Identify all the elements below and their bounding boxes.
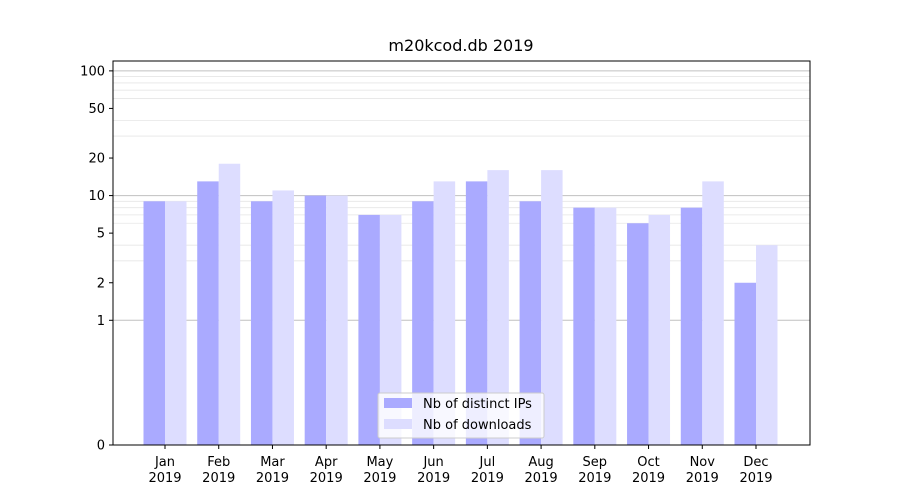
bar-downloads (433, 181, 456, 445)
bar-downloads (702, 181, 724, 445)
y-tick-label: 100 (80, 64, 105, 79)
x-tick-label-year: 2019 (417, 471, 450, 486)
bar-distinct-ips (465, 181, 488, 445)
legend-label-downloads: Nb of downloads (423, 418, 532, 433)
bar-downloads (756, 245, 778, 445)
x-tick-label-year: 2019 (363, 471, 396, 486)
x-tick-label-year: 2019 (202, 471, 235, 486)
plot-frame (112, 60, 811, 446)
y-tick-label: 50 (88, 102, 105, 117)
x-tick-label-year: 2019 (525, 471, 558, 486)
bar-distinct-ips (143, 201, 165, 445)
bar-downloads (541, 170, 563, 445)
bar-downloads (326, 195, 348, 445)
y-tick-label: 20 (88, 152, 105, 167)
bar-downloads (218, 163, 241, 445)
bar-distinct-ips (197, 181, 219, 445)
bars (143, 163, 778, 445)
bar-downloads (379, 214, 402, 445)
bar-downloads (648, 214, 671, 445)
x-tick-label-year: 2019 (310, 471, 343, 486)
axes: Jan2019Feb2019Mar2019Apr2019May2019Jun20… (80, 60, 811, 486)
legend: Nb of distinct IPs Nb of downloads (377, 392, 545, 439)
x-tick-label-year: 2019 (148, 471, 181, 486)
y-tick-label: 0 (97, 439, 105, 454)
bar-distinct-ips (573, 207, 595, 445)
x-tick-label-month: Nov (690, 455, 716, 470)
bar-distinct-ips (412, 201, 434, 445)
x-tick-label-month: Feb (207, 455, 230, 470)
x-tick-label-month: Jun (422, 455, 443, 470)
legend-frame (377, 392, 545, 439)
y-tick-label: 5 (97, 227, 105, 242)
bar-distinct-ips (627, 223, 649, 445)
x-tick-label-year: 2019 (471, 471, 504, 486)
x-tick-label-year: 2019 (686, 471, 719, 486)
bar-distinct-ips (519, 201, 542, 445)
bar-distinct-ips (358, 214, 380, 445)
x-tick-label-month: Aug (528, 455, 553, 470)
bar-downloads (487, 170, 509, 445)
x-tick-label-month: Mar (260, 455, 285, 470)
x-tick-label-month: Dec (743, 455, 768, 470)
x-tick-label-month: Oct (637, 455, 659, 470)
y-tick-label: 1 (97, 314, 105, 329)
legend-swatch-downloads (384, 419, 412, 429)
legend-swatch-distinct-ips (384, 398, 412, 408)
bar-downloads (165, 201, 187, 445)
x-tick-label-month: May (366, 455, 393, 470)
y-tick-label: 10 (88, 189, 105, 204)
bar-distinct-ips (304, 195, 327, 445)
x-tick-label-year: 2019 (739, 471, 772, 486)
bar-distinct-ips (734, 282, 756, 445)
x-tick-label-year: 2019 (632, 471, 665, 486)
x-tick-label-month: Jan (154, 455, 175, 470)
bar-downloads (272, 190, 294, 445)
legend-label-distinct-ips: Nb of distinct IPs (423, 397, 532, 412)
chart-title: m20kcod.db 2019 (388, 36, 533, 55)
bar-downloads (594, 207, 617, 445)
x-tick-label-year: 2019 (256, 471, 289, 486)
x-tick-label-month: Jul (479, 455, 496, 470)
bar-distinct-ips (250, 201, 273, 445)
bar-distinct-ips (680, 207, 703, 445)
x-tick-label-month: Sep (583, 455, 608, 470)
x-tick-label-year: 2019 (578, 471, 611, 486)
x-tick-label-month: Apr (315, 455, 338, 470)
y-tick-label: 2 (97, 276, 105, 291)
